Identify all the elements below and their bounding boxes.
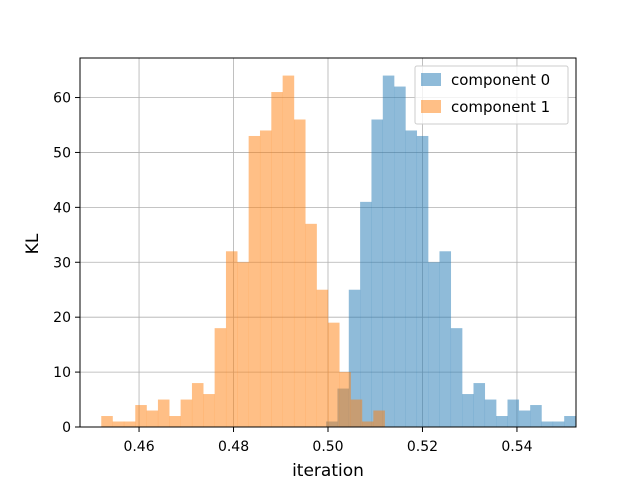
x-tick-label: 0.48 — [218, 439, 249, 455]
legend-box — [414, 65, 569, 125]
histogram-bar-component-0 — [450, 328, 463, 427]
x-tick-label: 0.46 — [123, 439, 154, 455]
x-tick-label: 0.52 — [407, 439, 438, 455]
histogram-bar-component-1 — [350, 399, 363, 427]
y-tick-label: 10 — [53, 365, 71, 381]
histogram-bar-component-0 — [564, 416, 576, 427]
histogram-bar-component-0 — [428, 262, 440, 427]
histogram-bar-component-0 — [416, 135, 429, 428]
y-tick-label: 50 — [53, 145, 71, 161]
histogram-bar-component-1 — [157, 399, 170, 427]
histogram-bar-component-1 — [203, 394, 215, 427]
histogram-bar-component-1 — [237, 262, 249, 427]
histogram-bar-component-0 — [541, 421, 554, 427]
histogram-bar-component-1 — [271, 92, 283, 427]
histogram-bar-component-0 — [371, 119, 383, 427]
histogram-bar-component-0 — [462, 394, 474, 427]
histogram-bar-component-1 — [293, 119, 306, 427]
histogram-bar-component-1 — [282, 75, 295, 428]
histogram-bar-component-1 — [101, 416, 113, 427]
histogram-bar-component-1 — [123, 421, 136, 427]
histogram-bar-component-0 — [530, 405, 542, 427]
histogram-bar-component-1 — [169, 416, 181, 427]
histogram-bar-component-0 — [382, 75, 395, 428]
histogram-bar-component-1 — [135, 405, 147, 427]
histogram-bar-component-0 — [552, 421, 565, 427]
histogram-bar-component-1 — [316, 289, 329, 427]
y-axis-label: KL — [23, 233, 43, 254]
histogram-bar-component-1 — [225, 251, 238, 427]
histogram-bar-component-1 — [259, 130, 272, 427]
histogram-bar-component-0 — [360, 201, 372, 427]
histogram-bar-component-0 — [439, 251, 452, 427]
histogram-bar-component-0 — [484, 399, 497, 427]
histogram-bar-component-0 — [405, 130, 418, 427]
histogram-bar-component-1 — [362, 421, 374, 427]
histogram-bar-component-1 — [373, 410, 385, 427]
y-tick-label: 60 — [53, 91, 71, 107]
histogram-bar-component-1 — [248, 135, 261, 428]
y-tick-label: 20 — [53, 310, 71, 326]
histogram-bar-component-1 — [339, 372, 351, 427]
legend-swatch-component-1 — [421, 100, 441, 113]
bars-layer — [101, 75, 576, 428]
histogram-bar-component-1 — [305, 223, 317, 427]
histogram-bar-component-1 — [328, 322, 340, 427]
histogram-bar-component-0 — [394, 86, 406, 427]
histogram-bar-component-1 — [112, 421, 125, 427]
legend-swatch-component-0 — [421, 73, 441, 86]
histogram-bar-component-1 — [146, 410, 159, 427]
x-axis-label: iteration — [292, 461, 364, 480]
x-tick-label: 0.50 — [312, 439, 343, 455]
legend: component 0 component 1 — [414, 65, 569, 125]
ticks-layer: 0.46 0.48 0.50 0.52 0.54 0 10 20 30 40 50 60 — [53, 91, 532, 455]
y-tick-label: 40 — [53, 200, 71, 216]
legend-label-component-1: component 1 — [451, 98, 550, 116]
histogram-bar-component-0 — [496, 416, 508, 427]
y-tick-label: 0 — [62, 420, 71, 436]
histogram-bar-component-0 — [507, 399, 520, 427]
legend-label-component-0: component 0 — [451, 71, 550, 89]
y-tick-label: 30 — [53, 255, 71, 271]
histogram-bar-component-0 — [348, 289, 361, 427]
histogram-bar-component-0 — [473, 383, 486, 427]
x-tick-label: 0.54 — [501, 439, 532, 455]
histogram-bar-component-1 — [214, 328, 227, 427]
histogram-bar-component-1 — [191, 383, 204, 427]
histogram-bar-component-0 — [518, 410, 531, 427]
histogram-bar-component-1 — [180, 399, 193, 427]
